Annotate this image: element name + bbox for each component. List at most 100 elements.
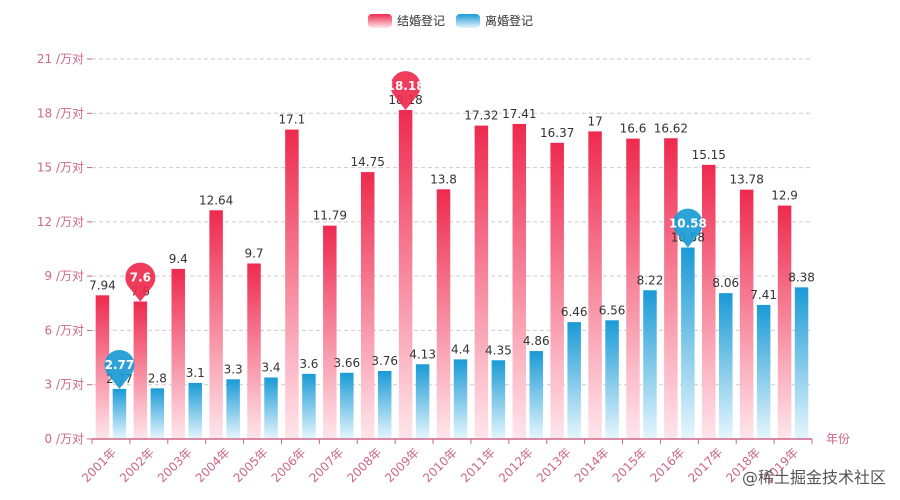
value-label-0-3: 12.64 [199, 193, 233, 207]
x-tick-label-2: 2003年 [155, 445, 195, 485]
value-label-1-13: 6.56 [599, 303, 626, 317]
value-label-1-8: 4.13 [409, 347, 436, 361]
value-label-0-9: 13.8 [430, 172, 457, 186]
x-tick-label-6: 2007年 [306, 445, 346, 485]
value-label-0-14: 16.6 [620, 122, 647, 136]
bar-1-18 [794, 287, 809, 439]
value-label-1-3: 3.3 [224, 362, 243, 376]
legend: 结婚登记 离婚登记 [368, 13, 533, 28]
value-label-0-12: 16.37 [540, 126, 574, 140]
y-tick-label-0: 0 /万对 [45, 432, 85, 446]
bar-0-6 [323, 225, 337, 439]
x-tick-label-9: 2010年 [420, 445, 460, 485]
bar-1-3 [226, 379, 240, 439]
x-tick-label-15: 2016年 [648, 445, 688, 485]
x-axis-title: 年份 [826, 432, 850, 446]
value-label-0-13: 17 [587, 114, 602, 128]
x-tick-label-13: 2014年 [572, 445, 612, 485]
marker-pin-max-1 [672, 208, 703, 248]
bar-0-8 [398, 110, 413, 440]
marker-pin-min-1 [104, 349, 135, 389]
legend-label-0: 结婚登记 [397, 13, 445, 28]
x-tick-label-10: 2011年 [458, 445, 498, 485]
marker-label-min-1: 2.77 [105, 358, 135, 372]
value-label-1-9: 4.4 [451, 342, 470, 356]
bar-0-3 [209, 210, 223, 439]
bar-0-7 [360, 172, 375, 439]
marker-label-min-0: 7.6 [130, 270, 151, 284]
marker-pin-min-0 [125, 262, 156, 302]
bar-1-11 [529, 351, 544, 439]
bar-1-14 [643, 290, 657, 439]
bar-1-13 [605, 320, 619, 439]
bar-1-9 [453, 359, 468, 439]
value-label-1-4: 3.4 [261, 360, 280, 374]
value-label-0-2: 9.4 [169, 252, 188, 266]
value-label-0-6: 11.79 [313, 209, 347, 223]
bar-1-8 [415, 364, 430, 439]
bar-0-0 [95, 295, 110, 439]
x-tick-label-12: 2013年 [534, 445, 574, 485]
value-label-0-4: 9.7 [244, 246, 263, 260]
bar-0-14 [626, 138, 640, 439]
y-tick-label-3: 9 /万对 [45, 269, 85, 283]
value-label-1-1: 2.8 [148, 371, 167, 385]
bar-0-5 [285, 129, 299, 440]
value-label-0-16: 15.15 [692, 148, 726, 162]
bar-0-13 [588, 131, 602, 439]
value-label-1-6: 3.66 [333, 356, 360, 370]
y-tick-label-5: 15 /万对 [37, 161, 84, 175]
legend-label-1: 离婚登记 [485, 13, 533, 28]
y-axis: 0 /万对 3 /万对 6 /万对 9 /万对 12 /万对 15 /万对 18 /万对 21… [37, 52, 92, 446]
value-label-1-11: 4.86 [523, 334, 550, 348]
value-label-0-15: 16.62 [654, 121, 688, 135]
value-label-1-14: 8.22 [637, 273, 664, 287]
bar-0-15 [664, 138, 678, 439]
bar-0-11 [512, 123, 527, 439]
bar-0-16 [702, 164, 716, 439]
x-tick-label-5: 2006年 [269, 445, 309, 485]
y-tick-label-2: 6 /万对 [45, 323, 85, 337]
watermark: @稀土掘金技术社区 [741, 468, 886, 487]
value-label-1-17: 7.41 [750, 288, 777, 302]
legend-swatch-0 [368, 14, 392, 28]
value-label-0-18: 12.9 [771, 189, 798, 203]
marker-label-max-0: 18.18 [387, 79, 425, 93]
x-tick-label-11: 2012年 [496, 445, 536, 485]
bar-0-17 [739, 189, 754, 439]
value-label-0-5: 17.1 [279, 113, 306, 127]
value-label-1-16: 8.06 [712, 276, 739, 290]
value-label-1-5: 3.6 [299, 357, 318, 371]
bar-0-2 [171, 268, 185, 439]
x-tick-label-3: 2004年 [193, 445, 233, 485]
value-label-1-18: 8.38 [788, 270, 815, 284]
legend-swatch-1 [456, 14, 480, 28]
y-tick-label-4: 12 /万对 [37, 215, 84, 229]
bar-1-6 [340, 372, 354, 439]
x-tick-label-4: 2005年 [231, 445, 271, 485]
x-axis: 2001年2002年2003年2004年2005年2006年2007年2008年… [79, 432, 850, 485]
bar-1-4 [264, 377, 278, 439]
bar-1-10 [491, 360, 506, 439]
bar-0-10 [474, 125, 489, 439]
value-label-1-7: 3.76 [371, 354, 398, 368]
x-tick-label-7: 2008年 [344, 445, 384, 485]
bar-1-0 [112, 388, 127, 439]
value-label-1-12: 6.46 [561, 305, 588, 319]
x-tick-label-14: 2015年 [610, 445, 650, 485]
bar-1-16 [719, 293, 733, 439]
value-label-0-7: 14.75 [351, 155, 385, 169]
x-tick-label-8: 2009年 [382, 445, 422, 485]
x-tick-label-0: 2001年 [79, 445, 119, 485]
value-label-0-10: 17.32 [464, 109, 498, 123]
bar-0-18 [777, 205, 792, 439]
marker-label-max-1: 10.58 [669, 217, 707, 231]
markers: 18.18 7.6 10.58 2.77 [104, 71, 707, 389]
bar-0-4 [247, 263, 261, 439]
bar-1-1 [150, 388, 165, 439]
bar-0-9 [436, 189, 451, 439]
value-label-0-17: 13.78 [729, 173, 763, 187]
bars [95, 110, 809, 440]
bar-1-12 [567, 322, 581, 439]
